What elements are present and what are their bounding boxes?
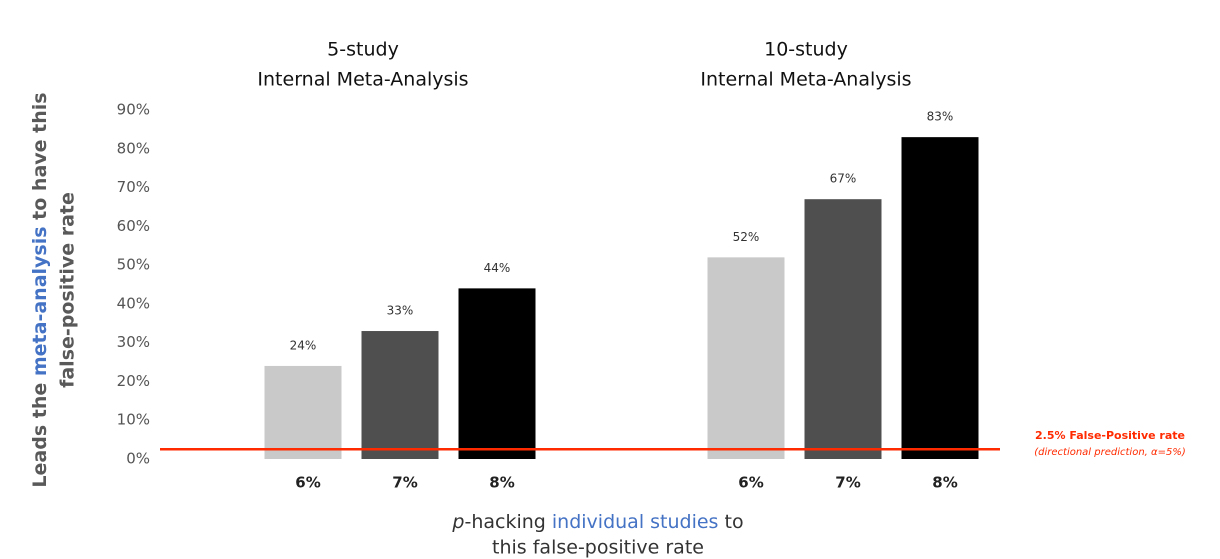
y-tick-label: 50% [117,256,150,274]
y-tick-label: 30% [117,333,150,351]
y-tick-label: 10% [117,411,150,429]
x-label-part: individual studies [552,511,719,533]
x-label-part: to [718,511,743,533]
y-tick-label: 90% [117,101,150,119]
reference-label: 2.5% False-Positive rate [1035,429,1185,442]
y-tick-label: 60% [117,217,150,235]
x-tick-label: 7% [392,474,417,492]
value-label: 33% [387,304,414,318]
y-label-part: to have this [29,92,51,226]
group-title: Internal Meta-Analysis [257,69,468,91]
x-label-part: p [451,511,464,533]
x-label-part: -hacking [464,511,551,533]
value-label: 52% [733,230,760,244]
x-tick-label: 6% [738,474,763,492]
y-tick-label: 0% [126,450,150,468]
y-tick-label: 40% [117,294,150,312]
value-label: 67% [830,172,857,186]
group-title: 5-study [327,39,399,61]
y-tick-label: 70% [117,178,150,196]
bar [901,137,979,459]
value-label: 83% [927,110,954,124]
y-label-part: Leads the [29,376,51,487]
value-label: 24% [290,338,317,352]
bar [707,257,785,459]
group-title: Internal Meta-Analysis [700,69,911,91]
y-tick-label: 20% [117,372,150,390]
x-axis-label: p-hacking individual studies to [451,511,743,533]
group-title: 10-study [764,39,848,61]
bar [361,331,439,459]
y-label-part: meta-analysis [29,226,51,376]
x-axis-label: this false-positive rate [492,537,704,559]
x-tick-label: 8% [932,474,957,492]
bar [264,365,342,459]
y-tick-label: 80% [117,139,150,157]
x-tick-label: 6% [295,474,320,492]
y-axis-label: Leads the meta-analysis to have this [29,92,51,487]
x-tick-label: 8% [489,474,514,492]
x-tick-label: 7% [835,474,860,492]
bar [804,199,882,459]
y-axis-label: false-positive rate [57,192,79,388]
bar [458,288,536,459]
value-label: 44% [484,261,511,275]
reference-note: (directional prediction, α=5%) [1034,447,1186,458]
